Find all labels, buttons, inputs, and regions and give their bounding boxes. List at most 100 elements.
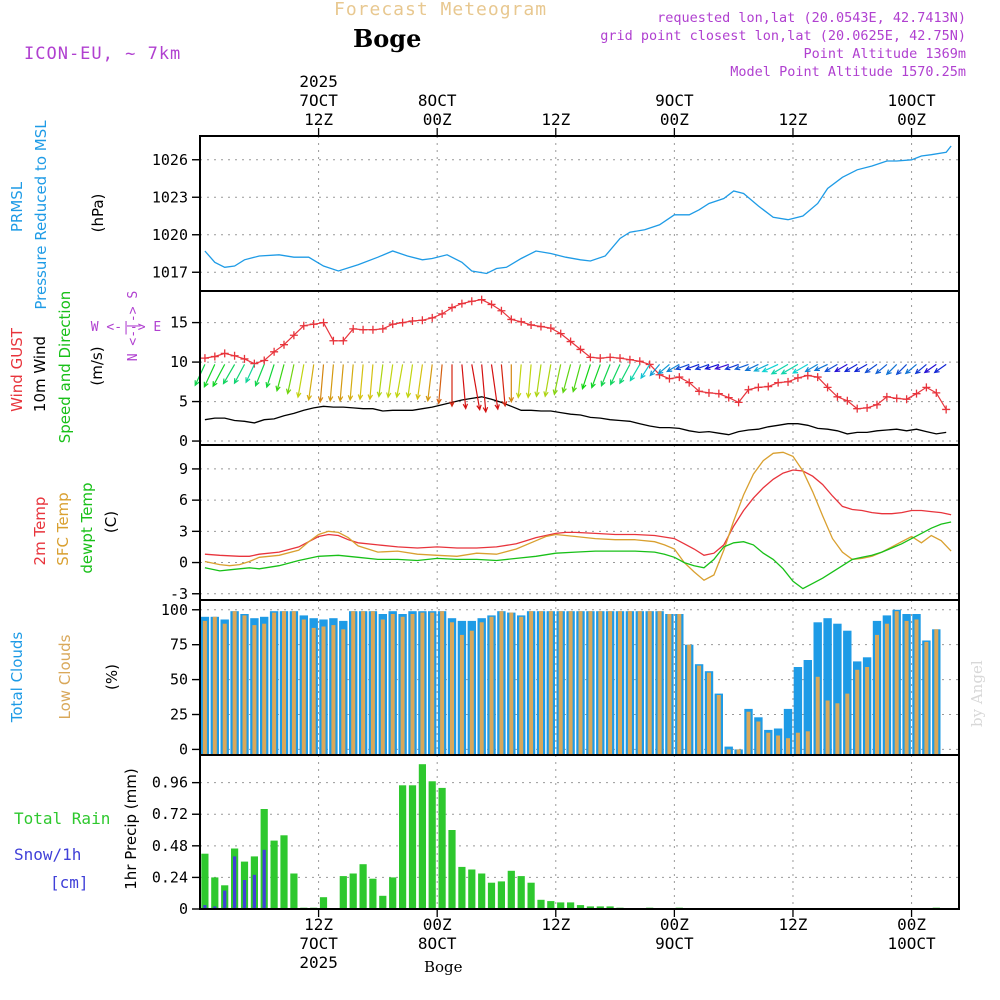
low-cloud-bar bbox=[578, 611, 583, 754]
gust-marker bbox=[329, 336, 338, 345]
clouds-unit-label: (%) bbox=[103, 664, 121, 690]
gust-marker bbox=[359, 325, 368, 334]
low-cloud-bar bbox=[736, 749, 741, 754]
low-cloud-bar bbox=[390, 614, 395, 754]
low-cloud-bar bbox=[420, 612, 425, 754]
wind-arrow bbox=[571, 364, 582, 393]
wind-arrow bbox=[490, 364, 500, 411]
gust-marker bbox=[240, 354, 249, 363]
gust-marker bbox=[932, 388, 941, 397]
gust-marker bbox=[270, 347, 279, 356]
y-tick-label: -3 bbox=[170, 585, 188, 603]
rain-bar bbox=[201, 853, 209, 909]
bottom-tick-label: 12Z bbox=[541, 915, 570, 934]
wind-arrow bbox=[327, 364, 334, 403]
top-tick-label: 12Z bbox=[779, 110, 808, 129]
wind-arrow bbox=[394, 364, 404, 399]
low-cloud-bar bbox=[262, 623, 267, 754]
wind-arrow bbox=[357, 364, 364, 401]
low-cloud-bar bbox=[351, 611, 356, 754]
wind-arrow bbox=[684, 363, 700, 371]
top-tick-label: 00Z bbox=[423, 110, 452, 129]
gust-marker bbox=[517, 317, 526, 326]
low-cloud-bar bbox=[914, 619, 919, 754]
bottom-tick-label: 00Z bbox=[423, 915, 452, 934]
y-tick-label: 9 bbox=[179, 460, 188, 478]
wind-arrow bbox=[552, 364, 562, 396]
gust-marker bbox=[793, 373, 802, 382]
pressure-label-long: Pressure Reduced to MSL bbox=[32, 120, 50, 310]
low-cloud-bar bbox=[776, 735, 781, 754]
rain-bar bbox=[478, 873, 486, 909]
gust-marker bbox=[774, 378, 783, 387]
pressure-unit-label: (hPa) bbox=[89, 194, 107, 233]
low-cloud-bar bbox=[232, 611, 237, 754]
low-cloud-bar bbox=[865, 667, 870, 754]
low-cloud-bar bbox=[647, 611, 652, 754]
rain-bar bbox=[399, 785, 407, 909]
wind-arrow bbox=[864, 363, 878, 374]
snow-unit-label: [cm] bbox=[50, 873, 89, 892]
wind-arrow bbox=[500, 364, 508, 408]
low-cloud-bar bbox=[489, 616, 494, 754]
snow-bar bbox=[262, 849, 266, 909]
gust-marker bbox=[734, 398, 743, 407]
low-cloud-bar bbox=[657, 611, 662, 754]
temp-sfc-line bbox=[204, 451, 952, 581]
gust-marker bbox=[527, 320, 536, 329]
gust-marker bbox=[892, 394, 901, 403]
low-cloud-bar bbox=[450, 622, 454, 754]
gust-line bbox=[204, 299, 947, 410]
low-cloud-bar bbox=[746, 711, 751, 754]
wind-arrow bbox=[386, 364, 394, 399]
gust-marker bbox=[616, 354, 625, 363]
wind-arrow bbox=[515, 364, 522, 399]
wind-arrow bbox=[254, 364, 265, 387]
rain-bars bbox=[201, 764, 940, 909]
gust-marker bbox=[200, 354, 209, 363]
gust-marker bbox=[872, 400, 881, 409]
wind-arrow bbox=[853, 363, 868, 373]
wind-arrow bbox=[914, 363, 927, 375]
low-cloud-bar bbox=[539, 611, 543, 754]
total-cloud-bar bbox=[793, 667, 803, 754]
rain-bar bbox=[567, 902, 575, 909]
rain-bar bbox=[547, 901, 555, 909]
low-cloud-bar bbox=[361, 611, 366, 754]
gust-marker bbox=[576, 345, 585, 354]
rain-bar bbox=[349, 873, 357, 909]
total-rain-label: Total Rain bbox=[14, 809, 110, 828]
gust-marker bbox=[250, 359, 259, 368]
panel-wind: 0 5 10 15 bbox=[170, 291, 959, 450]
low-cloud-bar bbox=[568, 611, 573, 754]
gust-marker bbox=[863, 403, 872, 412]
total-cloud-bar bbox=[843, 630, 852, 754]
y-tick-label: 0.72 bbox=[152, 805, 188, 823]
low-cloud-bar bbox=[370, 611, 375, 754]
y-tick-label: 0.24 bbox=[152, 868, 188, 886]
snow-label: Snow/1h bbox=[14, 845, 81, 864]
wind-arrow bbox=[704, 363, 719, 370]
y-tick-label: 3 bbox=[179, 522, 188, 540]
low-cloud-bar bbox=[894, 611, 899, 754]
wind-arrow bbox=[561, 364, 572, 394]
y-tick-label: 1023 bbox=[152, 188, 188, 206]
gust-marker bbox=[339, 336, 348, 345]
gust-marker bbox=[260, 356, 269, 365]
point-altitude: Point Altitude 1369m bbox=[803, 46, 966, 62]
gust-marker bbox=[695, 387, 704, 396]
gust-marker bbox=[408, 317, 417, 326]
wind-arrow bbox=[744, 363, 759, 371]
snow-bar bbox=[203, 905, 207, 909]
station-name: Boge bbox=[353, 24, 422, 53]
gust-marker bbox=[833, 392, 842, 401]
low-cloud-bar bbox=[934, 629, 939, 754]
model-point-altitude: Model Point Altitude 1570.25m bbox=[730, 64, 966, 80]
bottom-tick-label: 00Z bbox=[660, 915, 689, 934]
rain-bar bbox=[586, 906, 594, 909]
wind-arrow bbox=[405, 364, 414, 399]
gust-marker bbox=[764, 382, 773, 391]
rain-bar bbox=[359, 864, 367, 909]
chart-title: Forecast Meteogram bbox=[334, 0, 548, 20]
wind-arrow bbox=[449, 364, 455, 408]
